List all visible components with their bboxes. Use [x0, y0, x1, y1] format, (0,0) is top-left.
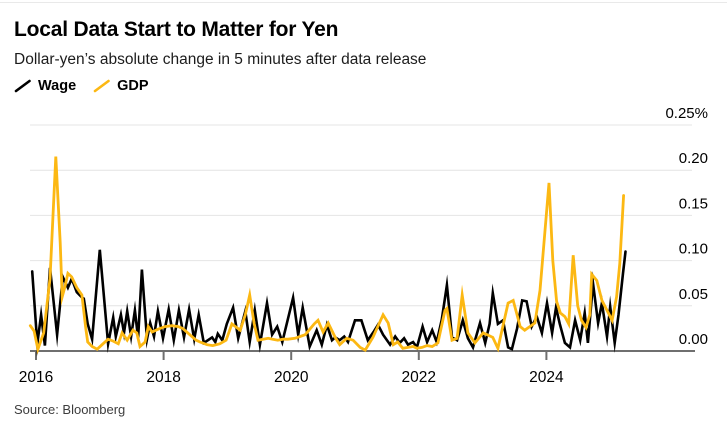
legend-item-gdp: GDP	[93, 78, 149, 94]
svg-text:0.10: 0.10	[679, 241, 708, 258]
top-divider	[0, 2, 727, 3]
source-note: Source: Bloomberg	[14, 402, 126, 417]
svg-text:0.15: 0.15	[679, 195, 708, 212]
gdp-slash-line-swatch-icon	[93, 79, 110, 93]
legend-label-gdp: GDP	[117, 78, 149, 94]
chart-title: Local Data Start to Matter for Yen	[14, 18, 339, 41]
svg-text:2022: 2022	[402, 369, 436, 386]
legend-label-wage: Wage	[38, 78, 77, 94]
chart-subtitle: Dollar-yen’s absolute change in 5 minute…	[14, 51, 427, 68]
svg-text:2016: 2016	[19, 369, 53, 386]
svg-text:0.00: 0.00	[679, 331, 708, 348]
wage-slash-line-swatch-icon	[14, 79, 31, 93]
legend: Wage GDP	[14, 78, 149, 94]
svg-text:0.20: 0.20	[679, 150, 708, 167]
legend-item-wage: Wage	[14, 78, 76, 94]
svg-text:2024: 2024	[529, 369, 564, 386]
svg-text:2018: 2018	[146, 369, 180, 386]
svg-text:2020: 2020	[274, 369, 309, 386]
svg-text:0.05: 0.05	[679, 286, 708, 303]
svg-text:0.25%: 0.25%	[665, 105, 708, 122]
